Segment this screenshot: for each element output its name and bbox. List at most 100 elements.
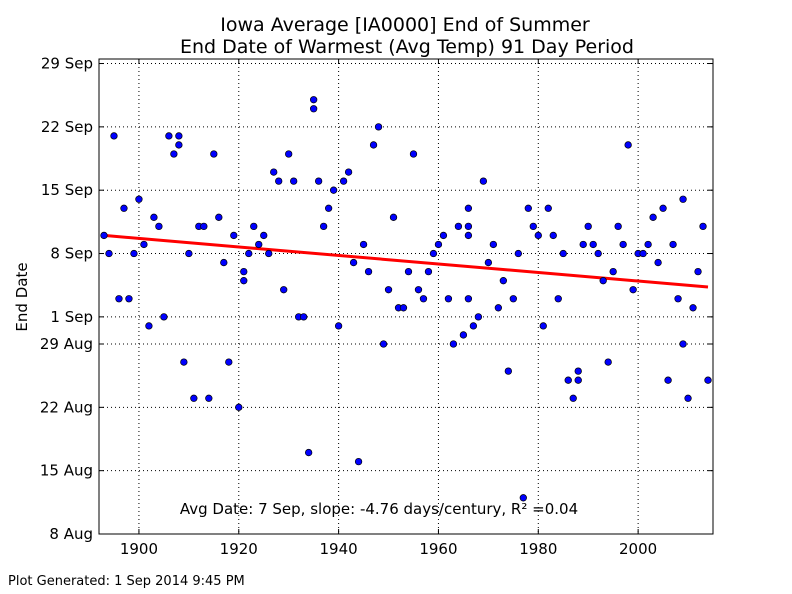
chart-title: Iowa Average [IA0000] End of Summer [220, 14, 590, 36]
data-point [439, 231, 448, 240]
data-point [305, 448, 313, 457]
data-point [479, 177, 488, 185]
data-point [469, 322, 478, 330]
data-point [130, 249, 138, 258]
y-tick-label: 8 Aug [49, 525, 93, 543]
data-point [704, 376, 712, 384]
data-point [514, 249, 522, 258]
data-point [589, 240, 597, 249]
data-point [285, 150, 293, 158]
data-point [100, 231, 108, 240]
data-point [270, 168, 278, 176]
data-point [559, 249, 567, 258]
data-point [609, 267, 617, 276]
data-point [669, 240, 677, 249]
data-point [464, 204, 473, 212]
data-point [684, 394, 692, 402]
y-tick-label: 29 Aug [40, 335, 93, 353]
grid-lines [99, 59, 713, 535]
data-point [449, 340, 458, 348]
data-point [454, 222, 463, 231]
data-point [235, 403, 243, 411]
data-point [215, 213, 223, 221]
y-tick-label: 29 Sep [41, 55, 93, 73]
data-point [115, 295, 123, 303]
data-point [125, 295, 133, 303]
data-point [624, 141, 632, 149]
stats-annotation: Avg Date: 7 Sep, slope: -4.76 days/centu… [180, 500, 578, 518]
data-point [384, 286, 393, 294]
data-point [240, 267, 248, 276]
data-point [504, 367, 512, 375]
data-point [689, 304, 697, 312]
data-points [100, 96, 712, 502]
x-tick-label: 1940 [320, 540, 358, 558]
y-tick-label: 22 Aug [40, 398, 93, 416]
data-point [654, 258, 662, 267]
data-point [165, 132, 173, 140]
data-point [414, 286, 423, 294]
data-point [594, 249, 602, 258]
data-point [210, 150, 218, 158]
data-point [639, 249, 647, 258]
data-point [444, 295, 453, 303]
data-point [434, 240, 443, 249]
data-point [319, 222, 328, 231]
data-point [180, 358, 188, 366]
data-point [399, 304, 408, 312]
data-point [175, 132, 183, 140]
data-point [419, 295, 428, 303]
chart-subtitle: End Date of Warmest (Avg Temp) 91 Day Pe… [180, 36, 634, 58]
data-point [110, 132, 118, 140]
data-point [150, 213, 158, 221]
data-point [534, 231, 542, 240]
data-point [524, 204, 532, 212]
y-tick-label: 8 Sep [50, 245, 93, 263]
data-point [245, 249, 253, 258]
data-point [310, 96, 318, 104]
data-point [499, 277, 507, 285]
data-point [240, 277, 248, 285]
data-point [314, 177, 323, 185]
data-point [544, 204, 552, 212]
trend-line [103, 233, 709, 289]
data-point [574, 376, 582, 384]
data-point [474, 313, 483, 321]
data-point [569, 394, 577, 402]
data-point [459, 331, 468, 339]
data-point [579, 240, 587, 249]
x-tick-label: 1960 [419, 540, 457, 558]
data-point [484, 258, 493, 267]
data-point [694, 267, 702, 276]
data-point [364, 267, 373, 276]
data-point [549, 231, 557, 240]
x-tick-label: 1920 [220, 540, 258, 558]
data-point [349, 258, 358, 267]
data-point [255, 240, 263, 249]
data-point [509, 295, 517, 303]
axis-ticks: 1900 1920 1940 1960 1980 2000 8 Aug 15 Aug 22 Au… [40, 55, 713, 558]
data-point [265, 249, 273, 258]
data-point [354, 457, 363, 466]
data-point [344, 168, 353, 176]
data-point [105, 249, 113, 258]
data-point [679, 195, 687, 203]
data-point [310, 105, 318, 113]
x-tick-label: 1900 [120, 540, 158, 558]
data-point [529, 222, 537, 231]
data-point [175, 141, 183, 149]
data-point [584, 222, 592, 231]
data-point [519, 494, 527, 502]
data-point [334, 322, 343, 330]
data-point [629, 286, 637, 294]
data-point [185, 249, 193, 258]
data-point [659, 204, 667, 212]
data-point [225, 358, 233, 366]
data-point [389, 213, 398, 221]
data-point [135, 195, 143, 203]
data-point [599, 277, 607, 285]
data-point [379, 340, 388, 348]
data-point [230, 231, 238, 240]
data-point [359, 240, 368, 249]
